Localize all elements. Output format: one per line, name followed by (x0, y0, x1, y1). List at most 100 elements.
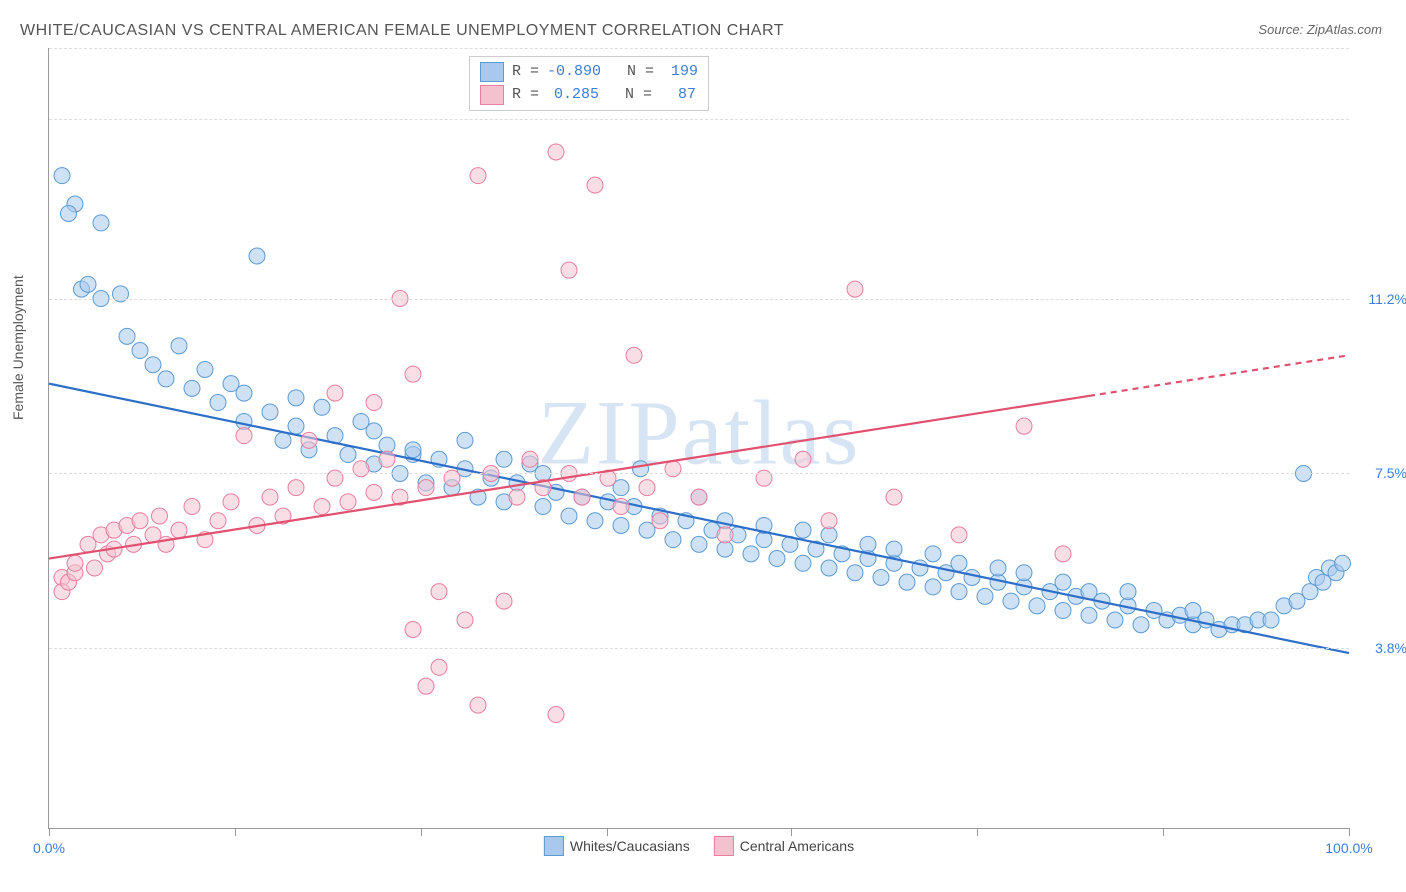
scatter-point (314, 499, 330, 515)
scatter-point (223, 494, 239, 510)
y-tick-label: 3.8% (1375, 640, 1406, 656)
scatter-point (288, 418, 304, 434)
scatter-point (561, 262, 577, 278)
scatter-point (795, 522, 811, 538)
scatter-point (574, 489, 590, 505)
x-tick (977, 828, 978, 836)
scatter-point (1081, 607, 1097, 623)
scatter-point (93, 215, 109, 231)
r-value: -0.890 (547, 61, 601, 84)
scatter-point (977, 588, 993, 604)
scatter-point (236, 385, 252, 401)
scatter-point (61, 205, 77, 221)
x-tick (421, 828, 422, 836)
scatter-point (262, 489, 278, 505)
scatter-point (860, 536, 876, 552)
gridline-horizontal (49, 473, 1349, 474)
scatter-point (652, 513, 668, 529)
scatter-point (210, 513, 226, 529)
scatter-point (847, 565, 863, 581)
scatter-point (1055, 546, 1071, 562)
scatter-point (171, 338, 187, 354)
scatter-point (821, 513, 837, 529)
source-label: Source: (1258, 22, 1303, 37)
scatter-point (561, 508, 577, 524)
scatter-point (1263, 612, 1279, 628)
correlation-row: R =0.285N =87 (480, 84, 698, 107)
correlation-stats-box: R =-0.890N =199R =0.285N =87 (469, 56, 709, 111)
scatter-point (470, 168, 486, 184)
gridline-horizontal (49, 299, 1349, 300)
source-name: ZipAtlas.com (1307, 22, 1382, 37)
scatter-point (54, 168, 70, 184)
gridline-horizontal (49, 119, 1349, 120)
scatter-point (405, 442, 421, 458)
scatter-point (145, 357, 161, 373)
scatter-point (496, 593, 512, 609)
legend-label: Whites/Caucasians (570, 838, 690, 854)
scatter-point (457, 612, 473, 628)
scatter-point (236, 428, 252, 444)
scatter-point (769, 551, 785, 567)
scatter-point (795, 451, 811, 467)
scatter-point (418, 480, 434, 496)
scatter-point (67, 555, 83, 571)
scatter-point (548, 144, 564, 160)
scatter-point (158, 371, 174, 387)
scatter-point (964, 569, 980, 585)
scatter-plot-svg (49, 48, 1349, 828)
scatter-point (717, 513, 733, 529)
legend-swatch (480, 62, 504, 82)
legend-swatch (714, 836, 734, 856)
y-tick-label: 11.2% (1368, 291, 1406, 307)
scatter-point (288, 390, 304, 406)
scatter-point (925, 579, 941, 595)
scatter-point (925, 546, 941, 562)
legend-label: Central Americans (740, 838, 854, 854)
scatter-point (535, 499, 551, 515)
trend-line (49, 384, 1349, 653)
x-tick (235, 828, 236, 836)
scatter-point (457, 432, 473, 448)
legend-bottom: Whites/Caucasians Central Americans (544, 836, 854, 856)
scatter-point (132, 343, 148, 359)
scatter-point (587, 177, 603, 193)
scatter-point (951, 584, 967, 600)
gridline-horizontal (49, 648, 1349, 649)
scatter-point (821, 527, 837, 543)
scatter-point (1120, 584, 1136, 600)
legend-item: Whites/Caucasians (544, 836, 690, 856)
scatter-point (314, 399, 330, 415)
scatter-point (171, 522, 187, 538)
n-value: 87 (660, 84, 696, 107)
scatter-point (301, 432, 317, 448)
legend-swatch (544, 836, 564, 856)
scatter-point (626, 347, 642, 363)
scatter-point (496, 451, 512, 467)
scatter-point (1003, 593, 1019, 609)
scatter-point (1335, 555, 1351, 571)
x-tick-label: 0.0% (33, 840, 65, 856)
scatter-point (951, 527, 967, 543)
y-tick-label: 7.5% (1375, 465, 1406, 481)
scatter-point (951, 555, 967, 571)
x-tick-label: 100.0% (1325, 840, 1372, 856)
n-label: N = (627, 61, 654, 84)
chart-plot-area: ZIPatlas R =-0.890N =199R =0.285N =87 Wh… (48, 48, 1349, 829)
scatter-point (1016, 418, 1032, 434)
scatter-point (210, 395, 226, 411)
scatter-point (1185, 603, 1201, 619)
scatter-point (249, 248, 265, 264)
scatter-point (340, 494, 356, 510)
scatter-point (639, 480, 655, 496)
scatter-point (405, 366, 421, 382)
r-value: 0.285 (547, 84, 599, 107)
scatter-point (431, 659, 447, 675)
scatter-point (379, 437, 395, 453)
legend-swatch (480, 85, 504, 105)
scatter-point (1133, 617, 1149, 633)
scatter-point (665, 532, 681, 548)
scatter-point (613, 499, 629, 515)
x-tick (49, 828, 50, 836)
r-label: R = (512, 61, 539, 84)
